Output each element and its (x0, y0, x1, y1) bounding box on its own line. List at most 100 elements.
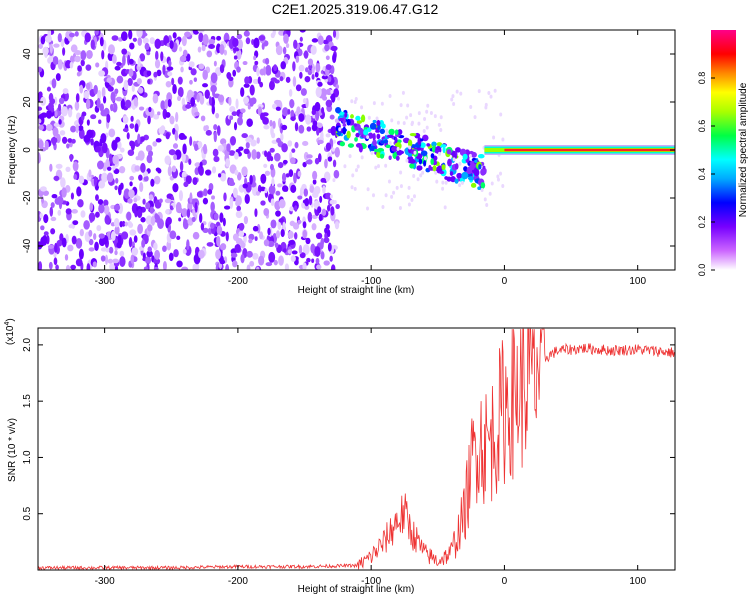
heatmap-cell (104, 215, 111, 225)
heatmap-cell (285, 173, 290, 178)
heatmap-cell (85, 98, 91, 110)
heatmap-cell (200, 115, 206, 122)
heatmap-cell (430, 153, 435, 159)
heatmap-cell (401, 90, 405, 95)
heatmap-cell (291, 250, 298, 255)
heatmap-cell (177, 76, 183, 85)
heatmap-cell (410, 197, 414, 202)
heatmap-cell (314, 157, 320, 165)
heatmap-cell (111, 35, 119, 41)
heatmap-cell (501, 137, 505, 142)
heatmap-cell (172, 143, 179, 149)
heatmap-cell (306, 154, 313, 159)
heatmap-cell (443, 205, 447, 210)
heatmap-cell (444, 180, 448, 185)
heatmap-cell (142, 37, 149, 44)
heatmap-cell (355, 132, 360, 138)
heatmap-cell (175, 111, 179, 123)
heatmap-cell (439, 170, 445, 175)
heatmap-cell (480, 168, 486, 176)
heatmap-cell (317, 81, 323, 87)
heatmap-cell (237, 39, 243, 50)
heatmap-cell (407, 139, 413, 148)
heatmap-cell (279, 76, 284, 82)
heatmap-cell (86, 119, 90, 126)
heatmap-cell (290, 255, 296, 262)
heatmap-cell (48, 261, 53, 270)
heatmap-cell (88, 229, 93, 237)
heatmap-cell (406, 103, 410, 108)
heatmap-cell (107, 258, 114, 264)
heatmap-cell (408, 145, 412, 150)
heatmap-cell (210, 72, 218, 84)
heatmap-cell (243, 215, 249, 225)
heatmap-cell (189, 79, 193, 85)
heatmap-cell (332, 178, 336, 183)
heatmap-cell (56, 196, 64, 205)
heatmap-cell (47, 244, 55, 249)
heatmap-cell (278, 199, 286, 209)
heatmap-cell (298, 113, 305, 122)
heatmap-cell (269, 119, 273, 127)
heatmap-cell (299, 36, 303, 42)
heatmap-cell (116, 61, 122, 66)
heatmap-cell (288, 89, 293, 97)
heatmap-cell (128, 30, 133, 40)
heatmap-cell (101, 172, 108, 183)
heatmap-cell (254, 208, 258, 218)
heatmap-cell (250, 139, 257, 147)
heatmap-cell (140, 217, 146, 223)
heatmap-cell (94, 241, 99, 252)
heatmap-cell (128, 68, 134, 77)
heatmap-cell (67, 107, 73, 118)
heatmap-cell (42, 46, 49, 56)
heatmap-cell (203, 143, 208, 155)
heatmap-cell (315, 110, 320, 122)
heatmap-cell (307, 58, 314, 66)
heatmap-cell (216, 225, 223, 235)
heatmap-cell (390, 118, 394, 123)
heatmap-cell (204, 124, 209, 131)
heatmap-cell (402, 121, 406, 126)
heatmap-cell (325, 55, 330, 61)
heatmap-cell (117, 234, 122, 246)
heatmap-cell (130, 140, 136, 151)
heatmap-cell (70, 44, 78, 53)
heatmap-cell (128, 237, 133, 248)
heatmap-cell (138, 106, 145, 111)
heatmap-cell (136, 78, 142, 85)
heatmap-cell (88, 212, 96, 222)
heatmap-cell (77, 65, 82, 72)
heatmap-cell (247, 104, 251, 110)
heatmap-cell (441, 164, 446, 171)
heatmap-cell (178, 190, 183, 202)
heatmap-cell (322, 39, 329, 45)
heatmap-cell (376, 133, 381, 140)
heatmap-cell (263, 163, 268, 169)
heatmap-cell (386, 134, 394, 139)
heatmap-cell (281, 124, 288, 131)
snr-panel: -300 -200 -100 0 100 0.5 1.0 1.5 2.0 Height of … (4, 318, 676, 595)
heatmap-cell (376, 164, 380, 169)
heatmap-cell (387, 179, 391, 184)
svg-text:(x104): (x104) (4, 318, 16, 345)
heatmap-cell (240, 87, 245, 97)
heatmap-cell (150, 178, 155, 187)
heatmap-cell (160, 100, 166, 110)
heatmap-cell (299, 252, 306, 259)
heatmap-cell (302, 229, 308, 239)
heatmap-cell (451, 94, 455, 99)
heatmap-cell (461, 171, 469, 180)
heatmap-cell (496, 177, 500, 182)
heatmap-cell (428, 164, 432, 171)
heatmap-cell (253, 55, 257, 61)
heatmap-cell (114, 185, 118, 191)
heatmap-cell (149, 206, 154, 214)
heatmap-cell (167, 71, 173, 77)
heatmap-cell (235, 98, 239, 109)
heatmap-cell (323, 260, 330, 266)
heatmap-cell (153, 266, 159, 270)
heatmap-cell (119, 147, 125, 153)
heatmap-cell (398, 206, 402, 211)
heatmap-cell (50, 228, 56, 235)
